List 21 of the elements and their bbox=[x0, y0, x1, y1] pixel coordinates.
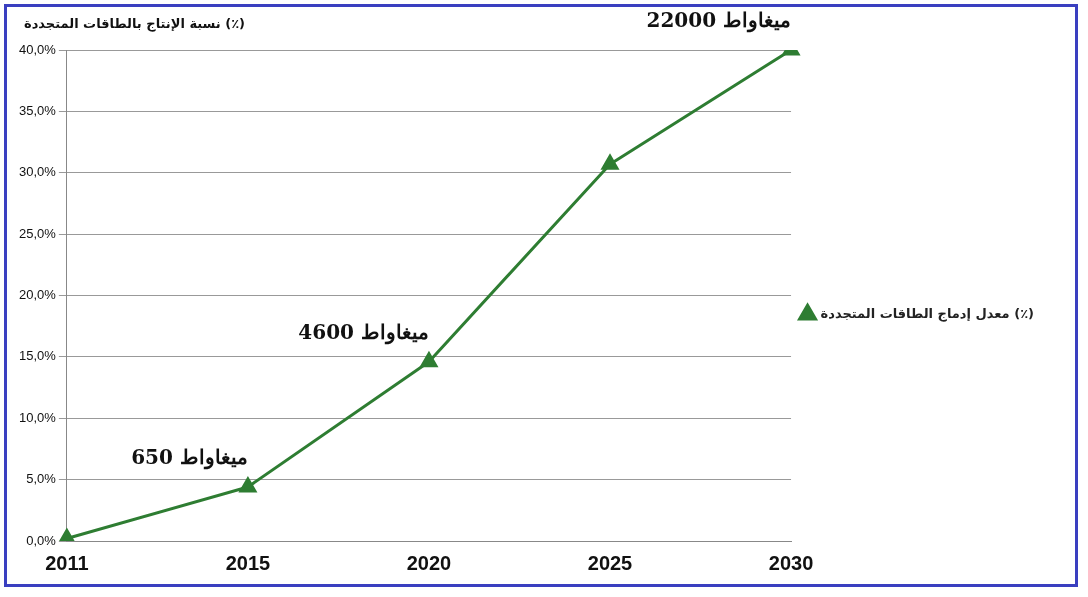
y-tick-label: 15,0% bbox=[18, 348, 57, 364]
y-tick-label: 0,0% bbox=[26, 532, 57, 548]
annotation: 22000 ميغاواط bbox=[646, 8, 792, 34]
y-tick-label: 35,0% bbox=[18, 102, 57, 118]
y-tick-label: 40,0% bbox=[18, 41, 57, 57]
y-tick-label: 20,0% bbox=[18, 287, 57, 303]
point bbox=[420, 352, 438, 368]
x-tick-label: 2025 bbox=[587, 551, 633, 574]
y-axis-title: نسبة الإنتاج بالطاقات المتجددة (٪) bbox=[24, 15, 246, 32]
y-tick-label: 5,0% bbox=[26, 471, 57, 487]
x-tick-label: 2020 bbox=[406, 551, 452, 574]
y-tick-label: 10,0% bbox=[18, 409, 57, 425]
y-tick-label: 25,0% bbox=[18, 225, 57, 241]
legend-label: معدل إدماج الطاقات المتجددة (٪) bbox=[820, 305, 1035, 322]
point bbox=[239, 477, 257, 493]
x-tick-label: 2030 bbox=[768, 551, 814, 574]
annotation: 650 ميغاواط bbox=[131, 445, 248, 471]
annotation: 4600 ميغاواط bbox=[298, 319, 429, 345]
x-tick-label: 2011 bbox=[45, 551, 89, 574]
y-tick-label: 30,0% bbox=[18, 164, 57, 180]
x-tick-label: 2015 bbox=[225, 551, 271, 574]
